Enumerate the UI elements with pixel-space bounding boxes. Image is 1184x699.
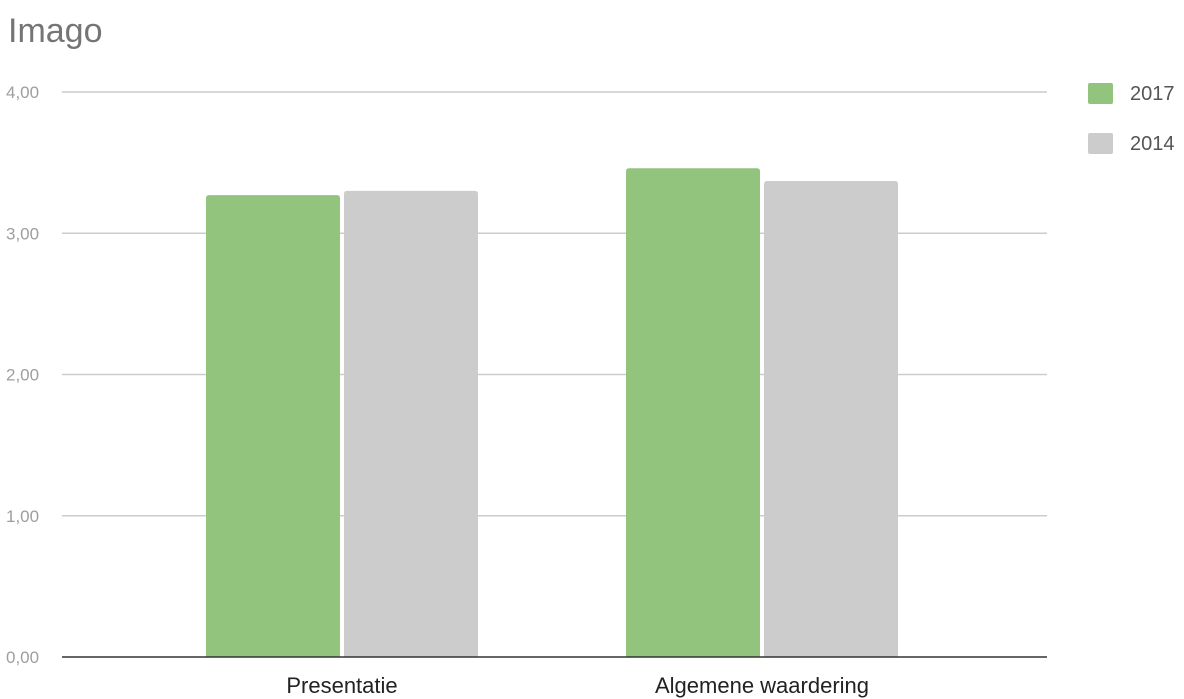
bar-2014-0 bbox=[344, 190, 478, 657]
y-tick-label: 1,00 bbox=[6, 507, 39, 526]
bar-2017-1 bbox=[626, 168, 760, 657]
chart-title: Imago bbox=[8, 12, 103, 50]
x-category-label: Algemene waardering bbox=[655, 673, 869, 698]
bar-2017-0 bbox=[206, 195, 340, 658]
x-category-label: Presentatie bbox=[286, 673, 397, 698]
bar-2014-1 bbox=[764, 180, 898, 658]
x-axis-categories: Presentatie Algemene waardering bbox=[286, 673, 869, 698]
legend-label: 2017 bbox=[1130, 83, 1175, 105]
legend-swatch bbox=[1088, 83, 1113, 104]
y-tick-label: 4,00 bbox=[6, 83, 39, 102]
legend-swatch bbox=[1088, 133, 1113, 154]
y-tick-label: 3,00 bbox=[6, 224, 39, 243]
legend: 2017 2014 bbox=[1088, 83, 1175, 155]
y-tick-label: 0,00 bbox=[6, 648, 39, 667]
legend-label: 2014 bbox=[1130, 133, 1175, 155]
y-axis-ticks: 0,00 1,00 2,00 3,00 4,00 bbox=[6, 83, 39, 667]
bars bbox=[206, 168, 898, 658]
y-tick-label: 2,00 bbox=[6, 366, 39, 385]
